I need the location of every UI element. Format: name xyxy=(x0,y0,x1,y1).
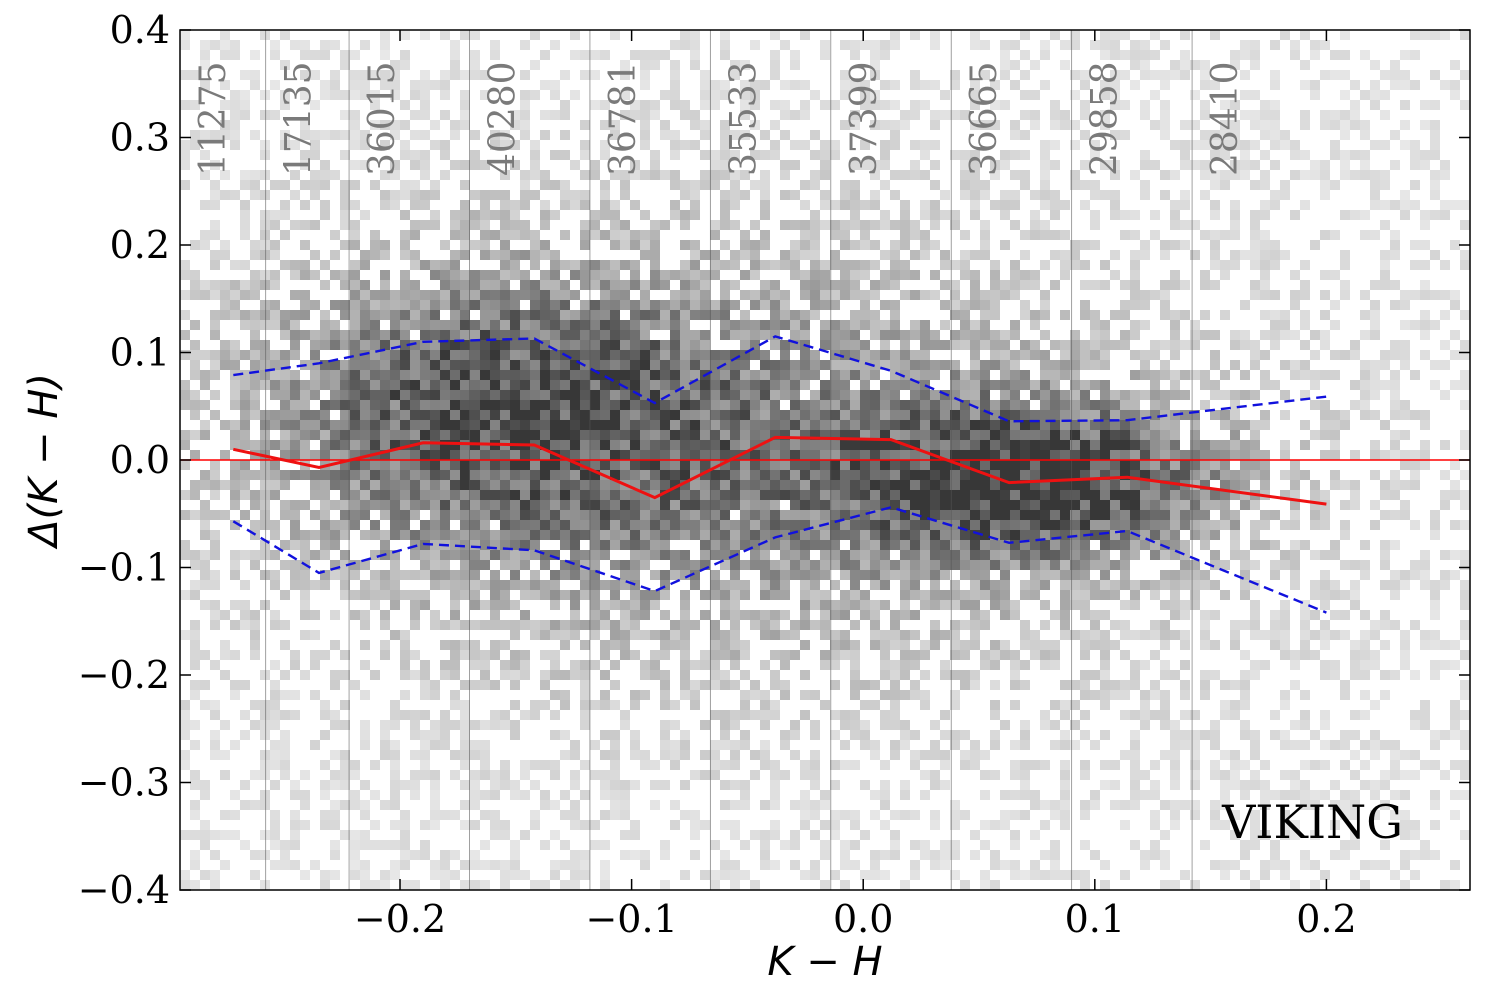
x-tick-label: −0.1 xyxy=(585,897,677,941)
y-tick-label: −0.1 xyxy=(78,546,170,590)
bin-count-label-4: 36781 xyxy=(603,61,644,176)
x-tick-label: 0.0 xyxy=(833,897,893,941)
bin-count-label-7: 36665 xyxy=(964,61,1005,176)
bin-count-label-5: 35533 xyxy=(723,61,764,176)
bin-count-label-8: 29858 xyxy=(1085,61,1126,176)
y-tick-label: −0.2 xyxy=(78,653,170,697)
bin-count-label-6: 37399 xyxy=(844,61,885,176)
series-median-line xyxy=(232,435,1327,506)
bin-count-label-0: 11275 xyxy=(193,61,234,176)
bin-count-label-3: 40280 xyxy=(482,61,523,176)
bin-count-label-2: 36015 xyxy=(362,61,403,176)
series-lower-bound-line xyxy=(232,506,1327,614)
x-axis-label: K − H xyxy=(767,939,882,985)
y-tick-label: 0.2 xyxy=(110,223,170,267)
survey-annotation: VIKING xyxy=(1221,795,1403,849)
x-tick-label: −0.2 xyxy=(354,897,446,941)
y-tick-label: 0.0 xyxy=(110,438,170,482)
y-tick-label: 0.3 xyxy=(110,116,170,160)
bin-count-label-9: 28410 xyxy=(1205,61,1246,176)
bin-count-labels: 11275 17135 36015 40280 36781 35533 37399 36665… xyxy=(193,61,1246,176)
series-upper-bound-line xyxy=(233,335,1327,423)
x-tick-label: 0.2 xyxy=(1296,897,1356,941)
y-tick-label: −0.4 xyxy=(78,868,170,912)
series-lines xyxy=(180,335,1470,614)
y-tick-label: −0.3 xyxy=(78,761,170,805)
axis-ticks: −0.2 −0.1 0.0 0.1 0.2 −0.4 −0.3 −0.2 −0.1 0.0 0.1 0… xyxy=(78,8,1470,941)
bin-count-label-1: 17135 xyxy=(279,61,320,176)
y-axis-label: Δ(K − H) xyxy=(21,373,67,550)
x-tick-label: 0.1 xyxy=(1065,897,1125,941)
y-tick-label: 0.1 xyxy=(110,331,170,375)
density-heatmap xyxy=(180,30,1470,890)
y-tick-label: 0.4 xyxy=(110,8,170,52)
